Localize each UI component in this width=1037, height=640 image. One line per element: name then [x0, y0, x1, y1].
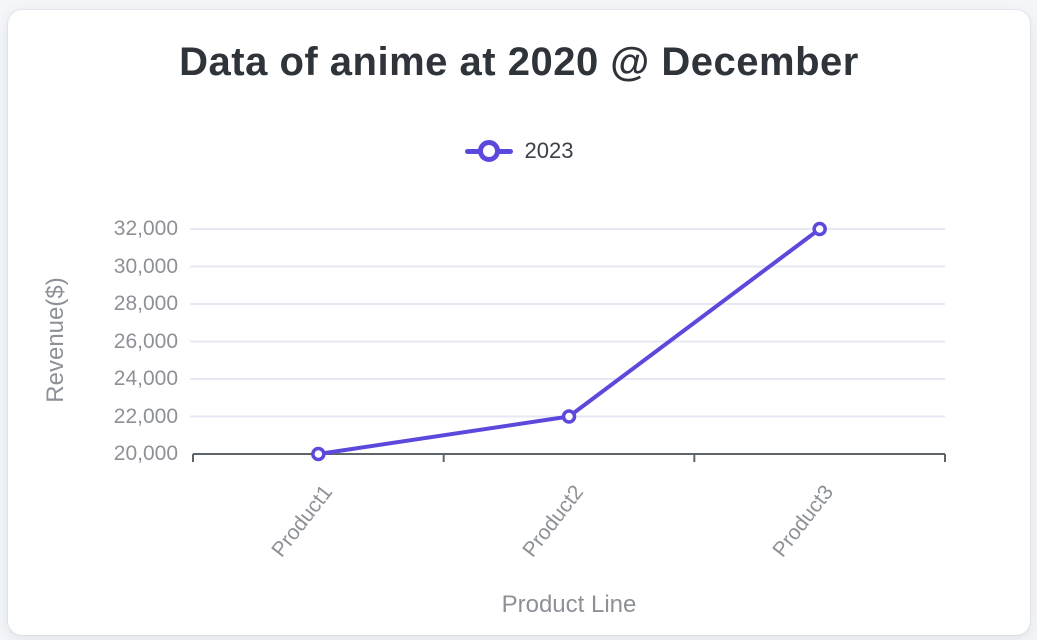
y-axis-title: Revenue($) [42, 277, 69, 403]
legend-line-marker-icon [464, 139, 513, 163]
y-tick-label: 32,000 [113, 217, 178, 240]
x-tick-label: Product2 [518, 481, 589, 562]
x-axis-title: Product Line [501, 591, 637, 618]
chart-card: Data of anime at 2020 @ December 2023 Re… [8, 10, 1030, 635]
y-tick-label: 24,000 [113, 367, 178, 390]
legend-circle-icon [477, 140, 500, 162]
y-tick-label: 26,000 [113, 330, 178, 353]
data-point-Product1[interactable] [311, 446, 326, 462]
data-point-Product3[interactable] [812, 221, 827, 237]
legend: 2023 [8, 138, 1030, 164]
y-tick-label: 20,000 [113, 442, 178, 465]
x-tick-label: Product1 [267, 481, 338, 562]
chart-plot-area[interactable] [190, 215, 948, 470]
y-tick-label: 28,000 [113, 292, 178, 315]
x-tick-label: Product3 [768, 481, 839, 562]
y-tick-label: 22,000 [113, 405, 178, 428]
legend-label: 2023 [524, 138, 574, 163]
legend-item-2023[interactable]: 2023 [464, 138, 574, 164]
y-axis-tick-labels: 32,000 30,000 28,000 26,000 24,000 22,00… [78, 10, 178, 635]
y-tick-label: 30,000 [113, 255, 178, 278]
data-point-Product2[interactable] [561, 409, 577, 424]
chart-title: Data of anime at 2020 @ December [179, 40, 859, 84]
